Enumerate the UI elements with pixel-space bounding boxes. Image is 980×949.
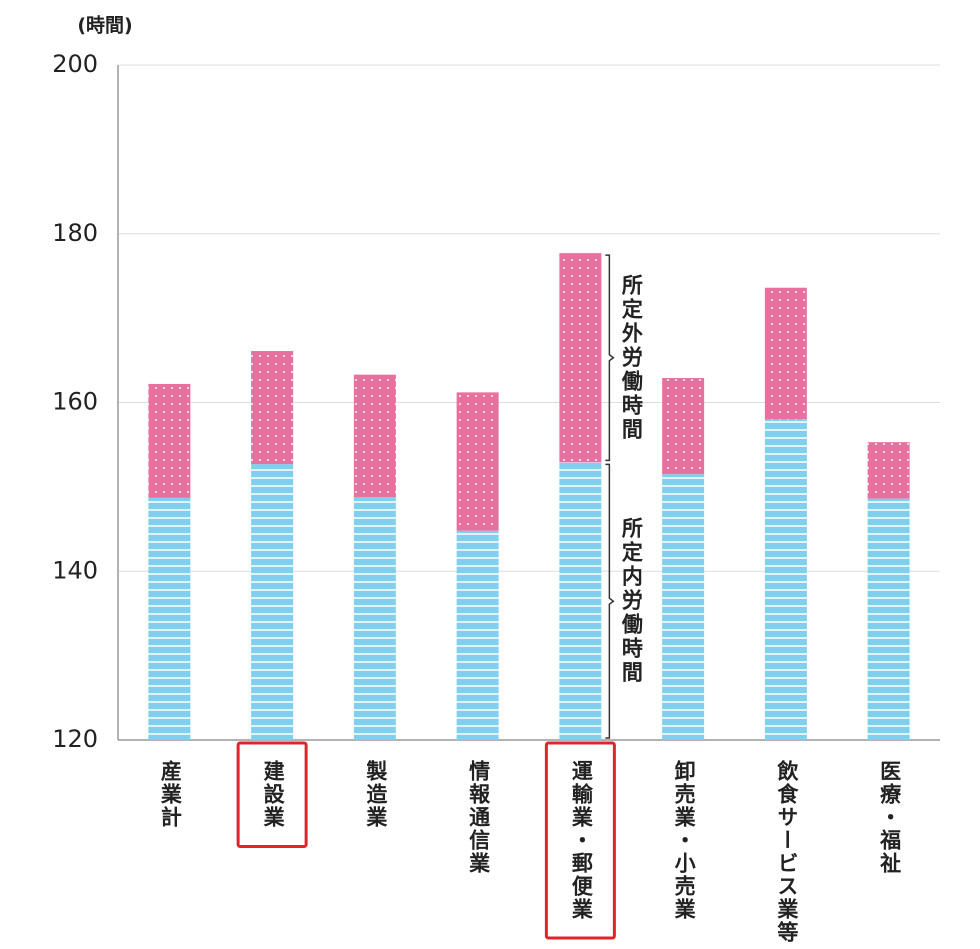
bar-segment [251,351,294,465]
bar-segment [148,383,191,498]
bar-segment [764,419,807,740]
series-annotation: 所定内労働時間 [619,517,644,685]
x-tick-label: 医療・福祉 [878,760,903,875]
brace [605,463,615,739]
bar-segment [764,287,807,420]
bar-segment [559,253,602,463]
y-tick-label: 120 [52,725,98,753]
y-axis-label: (時間) [77,15,132,37]
bar-segment [662,474,705,740]
x-tick-label: 卸売業・小売業 [672,759,696,921]
bar-segment [353,497,396,740]
bar-segment [867,498,910,740]
x-tick-label: 産業計 [158,759,182,829]
y-tick-label: 200 [52,50,98,78]
highlight-box [236,741,308,849]
bar-segment [353,374,396,497]
bar-segment [456,530,499,740]
bar-segment [867,442,910,499]
series-annotation: 所定外労働時間 [619,274,644,442]
bar-segment [148,497,191,740]
y-tick-label: 160 [52,388,98,416]
bar-segment [662,378,705,475]
y-tick-label: 140 [52,556,98,584]
highlight-box [544,741,616,940]
x-tick-label: 建設業 [261,759,285,829]
x-tick-label: 運輸業・郵便業 [569,760,593,921]
bar-segment [251,464,294,740]
bar-segment [456,392,499,531]
x-tick-label: 飲食サービス業等 [775,759,800,944]
y-tick-label: 180 [52,219,98,247]
bar-segment [559,462,602,740]
x-tick-label: 情報通信業 [467,759,491,875]
x-tick-label: 製造業 [364,759,389,829]
brace [605,254,615,462]
